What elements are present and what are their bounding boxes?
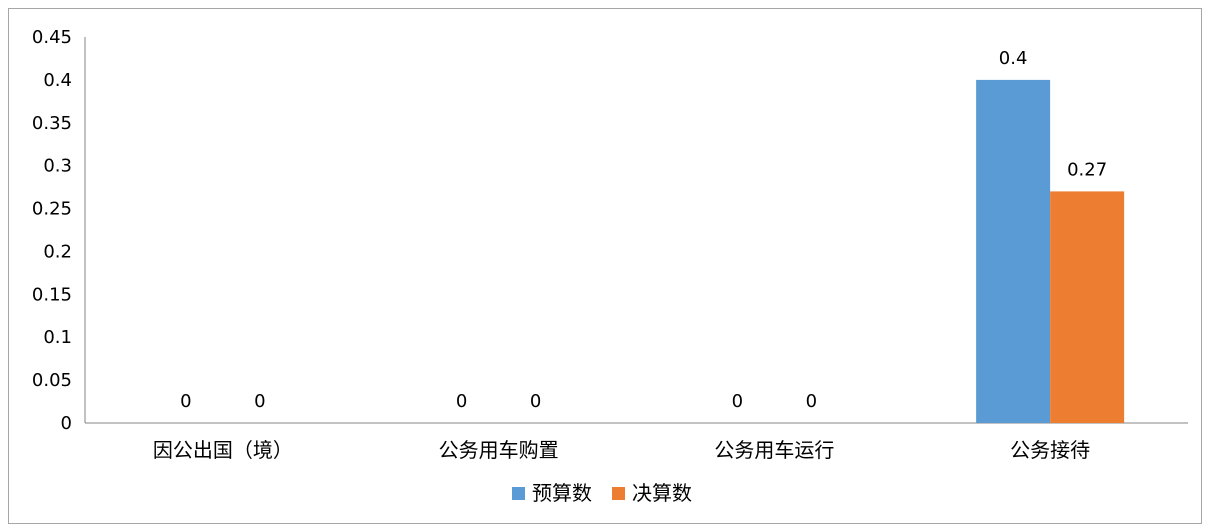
bar-value-label: 0	[254, 391, 265, 412]
legend: 预算数 决算数	[512, 481, 692, 505]
x-axis: 因公出国（境） 公务用车购置 公务用车运行 公务接待	[85, 422, 1188, 462]
y-axis: 0 0.05 0.1 0.15 0.2 0.25 0.3 0.35 0.4 0.45	[32, 27, 86, 434]
x-category-label: 因公出国（境）	[153, 438, 293, 462]
y-tick-label: 0.4	[43, 70, 72, 91]
y-tick-label: 0.3	[43, 156, 72, 177]
y-tick-label: 0.05	[32, 370, 72, 391]
bar-value-label: 0	[806, 391, 817, 412]
x-category-label: 公务用车运行	[714, 438, 834, 462]
x-category-label: 公务用车购置	[439, 438, 559, 462]
legend-label: 预算数	[532, 481, 592, 505]
bar-value-label: 0	[530, 391, 541, 412]
legend-label: 决算数	[632, 481, 692, 505]
bar	[976, 79, 1051, 423]
bar-value-label: 0	[732, 391, 743, 412]
y-tick-label: 0.2	[43, 241, 72, 262]
x-category-label: 公务接待	[1010, 438, 1090, 462]
y-tick-label: 0.1	[43, 327, 72, 348]
legend-swatch	[512, 487, 525, 500]
y-tick-label: 0	[61, 413, 72, 434]
data-labels: 0 0 0 0 0 0 0.4 0.27	[180, 48, 1107, 412]
y-tick-label: 0.25	[32, 199, 72, 220]
bar	[1050, 191, 1125, 423]
y-tick-label: 0.35	[32, 113, 72, 134]
bar-value-label: 0.4	[999, 48, 1028, 69]
bar-value-label: 0.27	[1067, 159, 1107, 180]
y-tick-label: 0.15	[32, 284, 72, 305]
legend-swatch	[612, 487, 625, 500]
bar-value-label: 0	[456, 391, 467, 412]
y-tick-label: 0.45	[32, 27, 72, 48]
bar-value-label: 0	[180, 391, 191, 412]
bars	[976, 79, 1125, 423]
